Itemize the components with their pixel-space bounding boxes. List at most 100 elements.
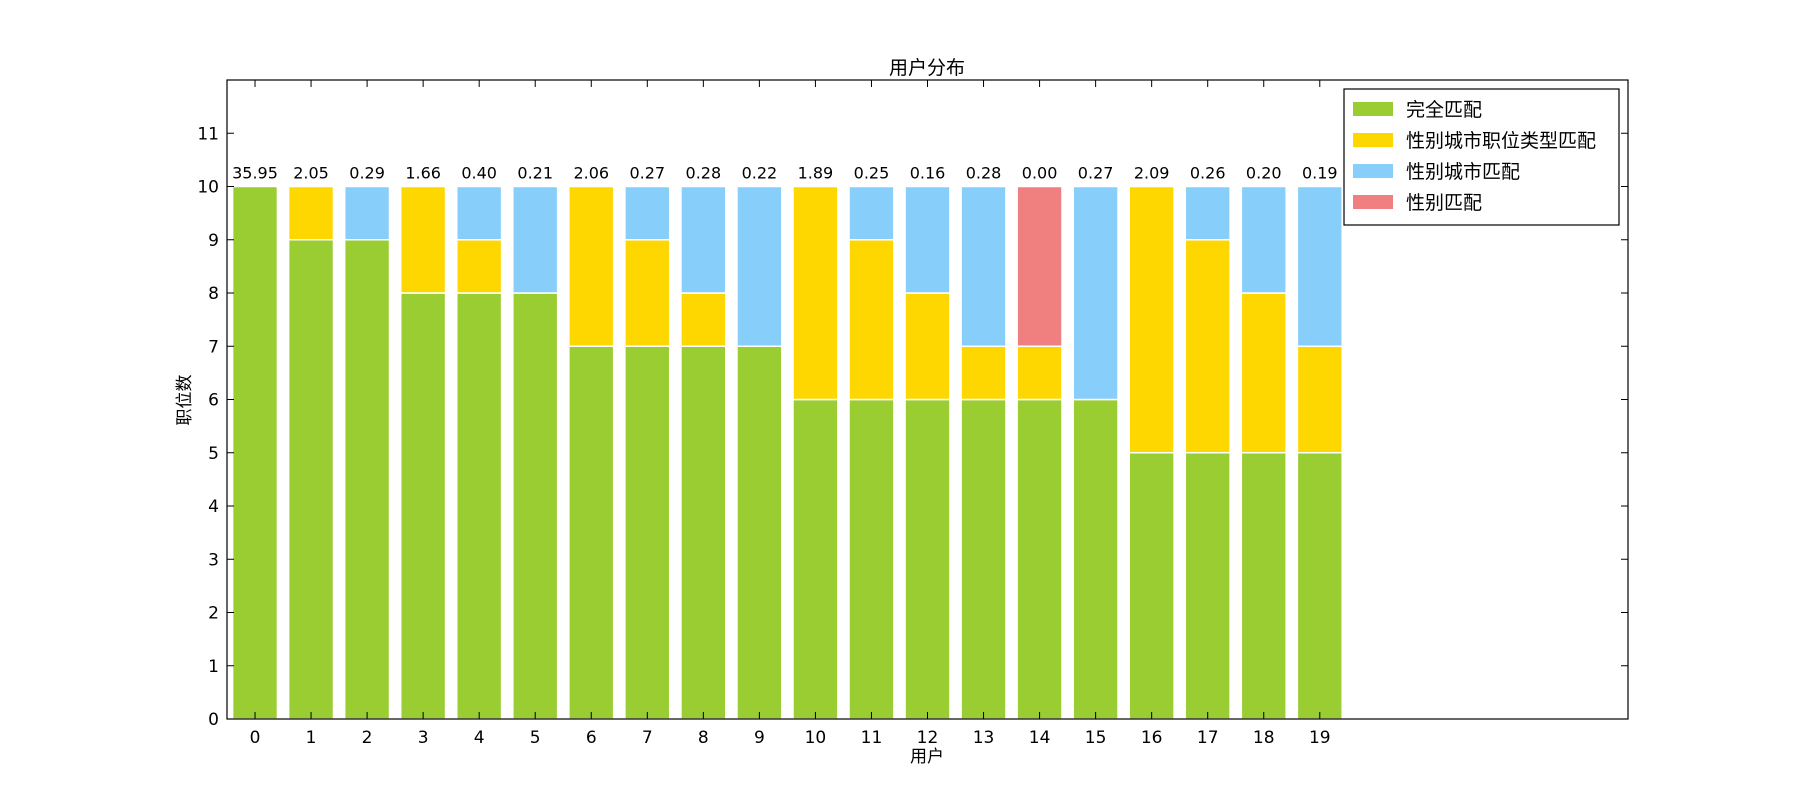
x-tick-label: 16 (1141, 728, 1163, 748)
bar-value-label: 0.27 (1078, 164, 1114, 183)
x-tick-label: 10 (805, 728, 827, 748)
bar-segment-12-series-2 (904, 185, 951, 294)
x-tick-label: 18 (1253, 728, 1275, 748)
bar-value-label: 0.28 (966, 164, 1002, 183)
legend-label: 完全匹配 (1406, 99, 1482, 121)
x-tick-label: 12 (917, 728, 939, 748)
bar-segment-12-series-0 (904, 398, 951, 720)
bar-segment-10-series-0 (792, 398, 839, 720)
bar-segment-4-series-1 (456, 239, 503, 294)
y-tick-label: 4 (208, 497, 219, 517)
bar-segment-9-series-2 (736, 185, 783, 347)
bar-segment-2-series-0 (343, 239, 391, 720)
y-tick-label: 0 (208, 710, 219, 730)
bar-segment-13-series-1 (960, 345, 1007, 401)
x-axis-label: 用户 (910, 747, 944, 767)
bar-segment-8-series-1 (680, 292, 727, 347)
bar-value-label: 0.28 (686, 164, 722, 183)
bar-value-label: 0.00 (1022, 164, 1058, 183)
bar-segment-13-series-2 (960, 185, 1007, 347)
bar-segment-18-series-1 (1240, 292, 1287, 454)
x-tick-label: 0 (250, 728, 261, 748)
bar-segment-11-series-0 (848, 398, 895, 720)
y-tick-label: 3 (208, 550, 219, 570)
bar-value-label: 2.05 (293, 164, 329, 183)
bar-segment-7-series-2 (624, 185, 671, 241)
bar-segment-6-series-0 (568, 345, 615, 720)
bar-segment-17-series-2 (1184, 185, 1231, 241)
bar-segment-13-series-0 (960, 398, 1007, 720)
y-tick-label: 5 (208, 444, 219, 464)
bar-segment-6-series-1 (568, 185, 615, 347)
y-tick-label: 10 (197, 178, 219, 198)
bar-value-label: 0.27 (629, 164, 665, 183)
bars-layer (231, 185, 1343, 720)
bar-segment-17-series-1 (1184, 239, 1231, 454)
bar-segment-1-series-1 (287, 185, 335, 241)
x-tick-label: 5 (530, 728, 541, 748)
bar-value-label: 0.19 (1302, 164, 1338, 183)
bar-segment-11-series-2 (848, 185, 895, 241)
bar-segment-14-series-3 (1016, 185, 1063, 347)
bar-value-label: 2.09 (1134, 164, 1170, 183)
y-tick-label: 9 (208, 231, 219, 251)
x-tick-label: 13 (973, 728, 995, 748)
bar-segment-2-series-2 (343, 185, 391, 241)
bar-value-label: 0.20 (1246, 164, 1282, 183)
bar-segment-14-series-1 (1016, 345, 1063, 401)
bar-segment-4-series-2 (456, 185, 503, 241)
chart-title: 用户分布 (889, 57, 965, 79)
legend-label: 性别匹配 (1406, 192, 1482, 214)
bar-segment-5-series-2 (512, 185, 559, 294)
legend-swatch (1353, 102, 1393, 116)
bar-value-label: 0.26 (1190, 164, 1226, 183)
bar-value-label: 0.40 (461, 164, 497, 183)
bar-segment-5-series-0 (512, 292, 559, 720)
bar-segment-17-series-0 (1184, 452, 1231, 720)
bar-segment-15-series-2 (1072, 185, 1119, 401)
bar-segment-0-series-0 (231, 185, 279, 720)
x-tick-label: 15 (1085, 728, 1107, 748)
bar-value-label: 1.89 (798, 164, 834, 183)
bar-segment-16-series-1 (1128, 185, 1175, 454)
bar-segment-10-series-1 (792, 185, 839, 401)
bar-segment-7-series-0 (624, 345, 671, 720)
bar-value-label: 0.16 (910, 164, 946, 183)
legend-swatch (1353, 133, 1393, 147)
bar-segment-12-series-1 (904, 292, 951, 401)
bar-value-label: 2.06 (573, 164, 609, 183)
x-tick-label: 2 (362, 728, 373, 748)
bar-segment-16-series-0 (1128, 452, 1175, 720)
bar-segment-19-series-1 (1296, 345, 1343, 454)
x-tick-label: 3 (418, 728, 429, 748)
y-tick-label: 7 (208, 337, 219, 357)
bar-labels-layer: 35.95 2.05 0.29 1.66 0.40 0.21 2.06 0.27 0.28 0.2… (232, 164, 1337, 183)
bar-segment-14-series-0 (1016, 398, 1063, 720)
bar-segment-3-series-1 (399, 185, 447, 294)
bar-segment-11-series-1 (848, 239, 895, 401)
bar-segment-3-series-0 (399, 292, 447, 720)
x-tick-label: 8 (698, 728, 709, 748)
bar-segment-9-series-0 (736, 345, 783, 720)
bar-segment-19-series-0 (1296, 452, 1343, 720)
bar-segment-18-series-0 (1240, 452, 1287, 720)
bar-segment-19-series-2 (1296, 185, 1343, 347)
legend-swatch (1353, 195, 1393, 209)
bar-segment-1-series-0 (287, 239, 335, 720)
y-tick-label: 11 (197, 124, 219, 144)
bar-value-label: 35.95 (232, 164, 278, 183)
bar-segment-15-series-0 (1072, 398, 1119, 720)
x-tick-label: 7 (642, 728, 653, 748)
bar-segment-8-series-2 (680, 185, 727, 294)
x-tick-label: 1 (306, 728, 317, 748)
x-tick-label: 6 (586, 728, 597, 748)
bar-value-label: 0.22 (742, 164, 778, 183)
legend-swatch (1353, 164, 1393, 178)
x-tick-label: 19 (1309, 728, 1331, 748)
bar-value-label: 0.25 (854, 164, 890, 183)
x-tick-label: 4 (474, 728, 485, 748)
x-tick-label: 17 (1197, 728, 1219, 748)
